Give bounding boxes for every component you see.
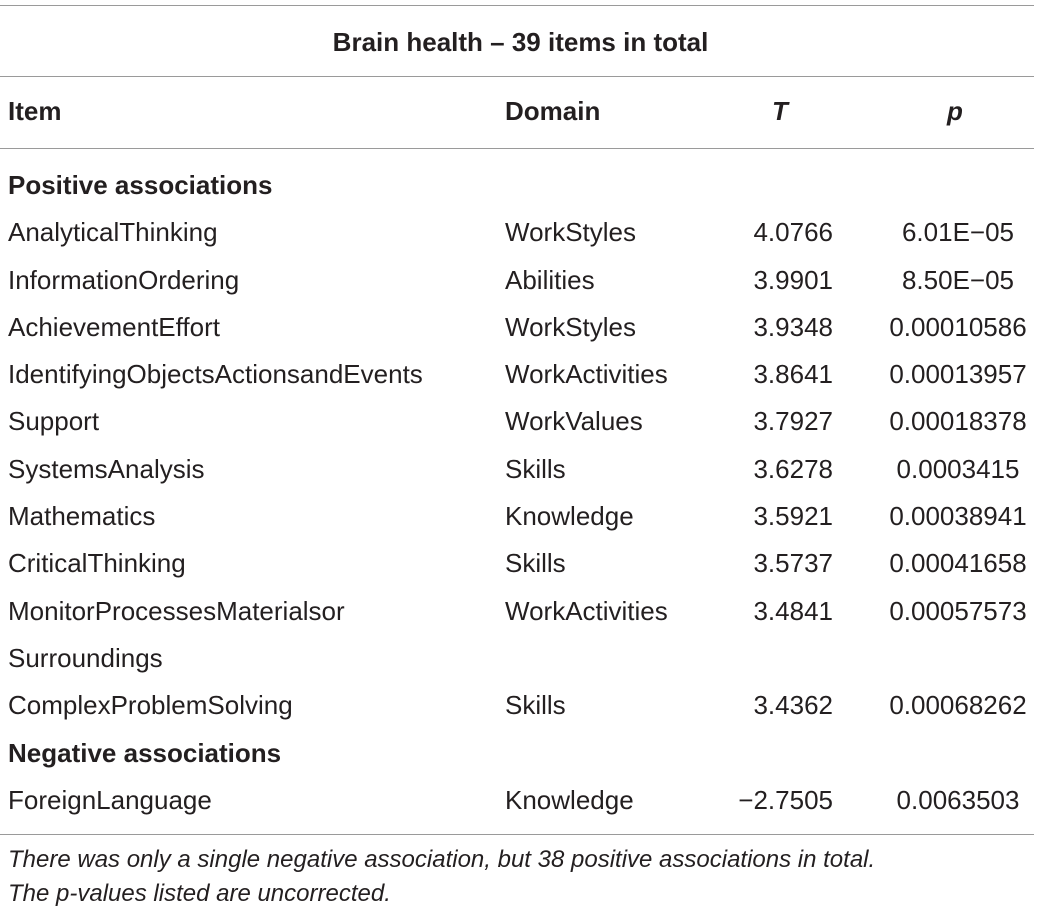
domain-cell: Skills <box>505 690 566 721</box>
p-cell: 0.00018378 <box>889 406 1027 437</box>
item-cell: Mathematics <box>8 501 156 532</box>
p-cell: 8.50E−05 <box>901 264 1015 295</box>
header-item: Item <box>8 96 62 126</box>
t-cell: 3.5737 <box>753 548 833 579</box>
header-t: T <box>772 96 788 126</box>
table-top-rule <box>0 5 1034 6</box>
caption-rule <box>0 76 1034 77</box>
p-cell: 0.00010586 <box>889 311 1027 342</box>
item-cell: IdentifyingObjectsActionsandEvents <box>8 359 423 390</box>
item-cell: ForeignLanguage <box>8 784 212 815</box>
domain-cell: Knowledge <box>505 501 634 532</box>
table-row: ForeignLanguage Knowledge −2.7505 0.0063… <box>0 777 1041 824</box>
header-p: p <box>947 96 963 126</box>
t-cell: 3.9348 <box>753 311 833 342</box>
t-cell: 4.0766 <box>753 217 833 248</box>
p-cell: 0.00068262 <box>889 690 1027 721</box>
item-cell-line1: MonitorProcessesMaterialsor <box>8 595 345 626</box>
t-cell: 3.4841 <box>753 595 833 626</box>
p-cell: 0.00013957 <box>889 359 1027 390</box>
domain-cell: WorkActivities <box>505 595 668 626</box>
domain-cell: Abilities <box>505 264 595 295</box>
domain-cell: Knowledge <box>505 784 634 815</box>
table-row: SystemsAnalysis Skills 3.6278 0.0003415 <box>0 446 1041 493</box>
section-title: Positive associations <box>8 170 273 200</box>
t-cell: 3.6278 <box>753 453 833 484</box>
domain-cell: WorkStyles <box>505 311 636 342</box>
table-row: AchievementEffort WorkStyles 3.9348 0.00… <box>0 304 1041 351</box>
p-cell: 6.01E−05 <box>901 217 1015 248</box>
item-cell: SystemsAnalysis <box>8 453 205 484</box>
p-cell: 0.00041658 <box>889 548 1027 579</box>
footnote-line-1: There was only a single negative associa… <box>8 846 876 873</box>
table-row: IdentifyingObjectsActionsandEvents WorkA… <box>0 351 1041 398</box>
section-title-negative: Negative associations <box>0 730 1041 777</box>
item-cell: AnalyticalThinking <box>8 217 218 248</box>
domain-cell: WorkActivities <box>505 359 668 390</box>
item-cell: AchievementEffort <box>8 311 220 342</box>
table-footnote: There was only a single negative associa… <box>8 843 1038 911</box>
table-row: CriticalThinking Skills 3.5737 0.0004165… <box>0 540 1041 587</box>
item-cell: ComplexProblemSolving <box>8 690 293 721</box>
section-title-positive: Positive associations <box>0 162 1041 209</box>
table-row: InformationOrdering Abilities 3.9901 8.5… <box>0 257 1041 304</box>
t-cell: 3.5921 <box>753 501 833 532</box>
t-cell: 3.4362 <box>753 690 833 721</box>
table-row: ComplexProblemSolving Skills 3.4362 0.00… <box>0 682 1041 729</box>
t-cell: −2.7505 <box>738 784 833 815</box>
table-row: AnalyticalThinking WorkStyles 4.0766 6.0… <box>0 209 1041 256</box>
domain-cell: WorkStyles <box>505 217 636 248</box>
item-cell-line2: Surroundings <box>8 642 163 673</box>
table-body: Positive associations AnalyticalThinking… <box>0 162 1041 824</box>
item-cell: CriticalThinking <box>8 548 186 579</box>
t-cell: 3.9901 <box>753 264 833 295</box>
footnote-line-2: The p-values listed are uncorrected. <box>8 880 391 907</box>
p-cell: 0.0063503 <box>896 784 1020 815</box>
table-row: Mathematics Knowledge 3.5921 0.00038941 <box>0 493 1041 540</box>
domain-cell: Skills <box>505 453 566 484</box>
table-bottom-rule <box>0 834 1034 835</box>
domain-cell: WorkValues <box>505 406 643 437</box>
table-row: MonitorProcessesMaterialsor Surroundings… <box>0 588 1041 683</box>
table-row: Support WorkValues 3.7927 0.00018378 <box>0 398 1041 445</box>
item-cell: MonitorProcessesMaterialsor Surroundings <box>8 588 478 683</box>
p-cell: 0.00038941 <box>889 501 1027 532</box>
table-caption: Brain health – 39 items in total <box>332 27 709 57</box>
domain-cell: Skills <box>505 548 566 579</box>
p-cell: 0.00057573 <box>889 595 1027 626</box>
t-cell: 3.8641 <box>753 359 833 390</box>
item-cell: Support <box>8 406 100 437</box>
header-rule <box>0 148 1034 149</box>
header-domain: Domain <box>505 96 601 126</box>
t-cell: 3.7927 <box>753 406 833 437</box>
table-header-row: Item Domain T p <box>0 88 1041 134</box>
p-cell: 0.0003415 <box>896 453 1020 484</box>
section-title: Negative associations <box>8 737 282 768</box>
item-cell: InformationOrdering <box>8 264 240 295</box>
